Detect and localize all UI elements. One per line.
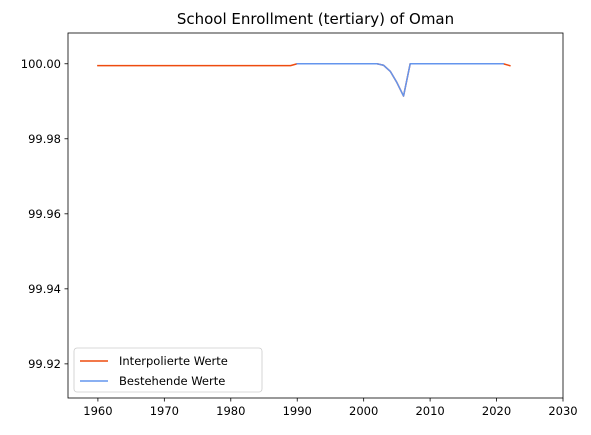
y-tick-label: 99.92 [28, 357, 61, 371]
y-tick-label: 99.96 [28, 207, 61, 221]
x-tick-label: 2020 [482, 404, 511, 418]
plot-area [68, 33, 563, 398]
y-tick-label: 99.98 [28, 132, 61, 146]
legend: Interpolierte Werte Bestehende Werte [73, 347, 263, 393]
legend-box [73, 347, 263, 393]
x-tick-label: 1960 [83, 404, 112, 418]
series-line-2 [296, 63, 504, 97]
x-tick-label: 2030 [548, 404, 577, 418]
plot-frame [67, 32, 564, 399]
y-tick-label: 99.94 [28, 282, 61, 296]
chart-title: School Enrollment (tertiary) of Oman [177, 10, 454, 28]
x-tick-label: 2010 [415, 404, 444, 418]
x-tick-label: 1970 [150, 404, 179, 418]
x-tick-label: 1990 [283, 404, 312, 418]
x-tick-label: 1980 [216, 404, 245, 418]
y-axis: 99.92 99.94 99.96 99.98 100.00 [21, 57, 68, 371]
x-axis: 1960 1970 1980 1990 2000 2010 2020 2030 [83, 398, 578, 418]
series-layer [97, 63, 511, 97]
y-tick-label: 100.00 [21, 57, 61, 71]
legend-label-1: Interpolierte Werte [119, 354, 228, 368]
legend-label-2: Bestehende Werte [119, 374, 225, 388]
x-tick-label: 2000 [349, 404, 378, 418]
